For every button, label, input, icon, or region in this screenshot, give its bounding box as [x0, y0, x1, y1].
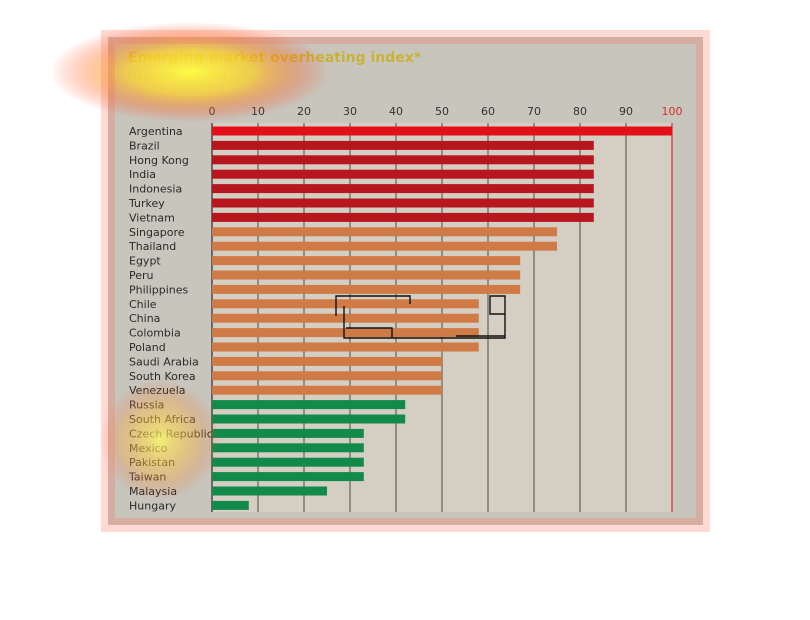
- category-label: Indonesia: [129, 183, 182, 196]
- category-label: Colombia: [129, 327, 181, 340]
- category-label: South Africa: [129, 413, 196, 426]
- category-label: Peru: [129, 269, 154, 282]
- bar: [212, 414, 406, 424]
- category-label: Hong Kong: [129, 154, 189, 167]
- bar: [212, 371, 442, 381]
- bar: [212, 328, 479, 338]
- category-label: South Korea: [129, 370, 196, 383]
- category-label: Vietnam: [129, 211, 175, 224]
- category-label: Saudi Arabia: [129, 355, 199, 368]
- bar: [212, 198, 594, 208]
- category-label: Taiwan: [128, 471, 166, 484]
- category-label: Thailand: [128, 240, 176, 253]
- category-label: Malaysia: [129, 485, 177, 498]
- chart-subtitle: Maximum risk=100: [128, 71, 226, 82]
- bar: [212, 342, 479, 352]
- x-tick-label: 30: [343, 105, 357, 118]
- category-label: Russia: [129, 399, 164, 412]
- x-tick-label: 10: [251, 105, 265, 118]
- category-label: Poland: [129, 341, 166, 354]
- x-tick-label: 40: [389, 105, 403, 118]
- bar: [212, 313, 479, 323]
- bar: [212, 500, 249, 510]
- category-label: Singapore: [129, 226, 185, 239]
- x-tick-label: 90: [619, 105, 633, 118]
- category-label: Pakistan: [129, 456, 175, 469]
- bar: [212, 184, 594, 194]
- x-tick-label: 80: [573, 105, 587, 118]
- category-label: China: [129, 312, 160, 325]
- x-tick-label: 20: [297, 105, 311, 118]
- bar: [212, 241, 557, 251]
- category-label: Turkey: [128, 197, 165, 210]
- bar: [212, 256, 521, 266]
- x-tick-label: 70: [527, 105, 541, 118]
- bar: [212, 284, 521, 294]
- bar: [212, 457, 364, 467]
- category-label: Philippines: [129, 283, 189, 296]
- bar: [212, 486, 327, 496]
- category-label: India: [129, 168, 156, 181]
- bar: [212, 428, 364, 438]
- bar: [212, 212, 594, 222]
- bar: [212, 443, 364, 453]
- x-tick-label: 50: [435, 105, 449, 118]
- bar: [212, 169, 594, 179]
- category-label: Czech Republic: [129, 427, 213, 440]
- chart-title: Emerging-market overheating index*: [128, 50, 422, 66]
- x-tick-label: 0: [209, 105, 216, 118]
- bar: [212, 385, 442, 395]
- x-tick-label: 100: [662, 105, 683, 118]
- x-tick-label: 60: [481, 105, 495, 118]
- category-label: Hungary: [129, 499, 176, 512]
- bar: [212, 299, 479, 309]
- bar: [212, 472, 364, 482]
- category-label: Argentina: [129, 125, 183, 138]
- category-label: Brazil: [129, 139, 160, 152]
- category-label: Mexico: [129, 442, 168, 455]
- category-label: Chile: [129, 298, 157, 311]
- bar: [212, 140, 594, 150]
- bar: [212, 270, 521, 280]
- bar: [212, 155, 594, 165]
- bar: [212, 227, 557, 237]
- bar: [212, 400, 406, 410]
- category-label: Venezuela: [129, 384, 186, 397]
- bar: [212, 356, 442, 366]
- bar: [212, 126, 672, 136]
- category-label: Egypt: [129, 255, 161, 268]
